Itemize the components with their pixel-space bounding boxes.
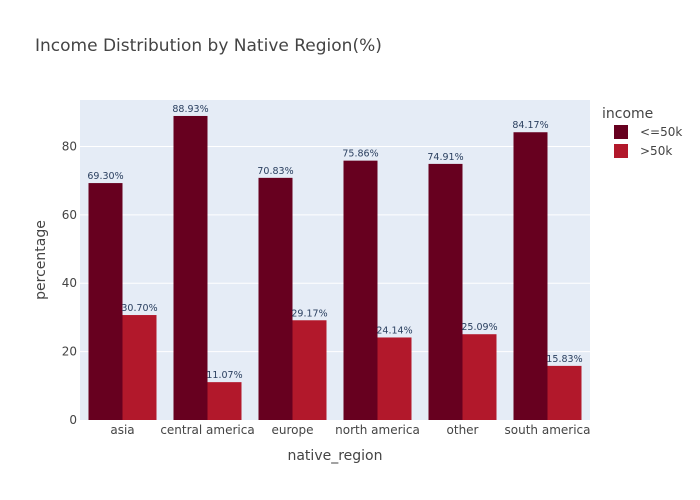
x-tick-label: europe — [272, 423, 314, 437]
y-axis-ticks: 0 20 40 60 80 — [62, 139, 77, 427]
bar-data-label: 25.09% — [461, 322, 497, 333]
x-axis-ticks: asia central america europe north america ot… — [110, 423, 590, 437]
legend: income <=50k >50k — [602, 106, 682, 158]
legend-item-label: >50k — [640, 144, 672, 158]
bar — [377, 337, 412, 420]
bar-data-label: 88.93% — [172, 104, 208, 115]
bar-data-label: 29.17% — [291, 308, 327, 319]
x-axis-title: native_region — [287, 448, 382, 464]
plot-area — [80, 100, 590, 420]
x-tick-label: south america — [505, 423, 591, 437]
bar — [462, 334, 497, 420]
bar-data-label: 74.91% — [427, 152, 463, 163]
bars: 69.30% 30.70% 88.93% 11.07% 70.83% 29.17% 75.8… — [87, 104, 583, 420]
bar — [292, 320, 327, 420]
y-tick-label: 60 — [62, 208, 77, 222]
bar-data-label: 75.86% — [342, 149, 378, 160]
legend-title: income — [602, 106, 653, 122]
bar — [88, 183, 123, 420]
y-axis-title: percentage — [33, 220, 49, 300]
gridlines — [80, 145, 590, 353]
x-tick-label: north america — [335, 423, 420, 437]
bar-data-label: 84.17% — [512, 120, 548, 131]
legend-swatch — [614, 125, 628, 139]
bar — [513, 132, 548, 420]
bar — [258, 177, 293, 420]
bar-data-label: 24.14% — [376, 325, 412, 336]
x-tick-label: other — [447, 423, 479, 437]
x-tick-label: asia — [110, 423, 134, 437]
bar — [207, 382, 242, 420]
y-tick-label: 0 — [69, 413, 77, 427]
bar-data-label: 70.83% — [257, 166, 293, 177]
chart-title: Income Distribution by Native Region(%) — [35, 36, 382, 56]
bar-data-label: 11.07% — [206, 370, 242, 381]
legend-swatch — [614, 144, 628, 158]
legend-item-label: <=50k — [640, 125, 682, 139]
y-tick-label: 20 — [62, 345, 77, 359]
bar — [547, 365, 582, 420]
bar — [428, 163, 463, 420]
y-tick-label: 40 — [62, 276, 77, 290]
bar — [122, 315, 157, 420]
bar-data-label: 30.70% — [121, 303, 157, 314]
x-tick-label: central america — [160, 423, 254, 437]
y-tick-label: 80 — [62, 139, 77, 153]
bar — [173, 115, 208, 420]
bar-data-label: 69.30% — [87, 171, 123, 182]
bar — [343, 160, 378, 420]
bar-data-label: 15.83% — [546, 354, 582, 365]
